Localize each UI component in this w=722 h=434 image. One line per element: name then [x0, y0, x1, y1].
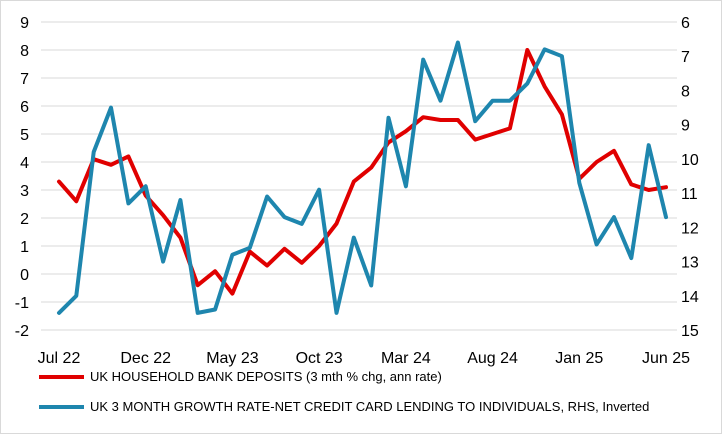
legend-item-credit-card: UK 3 MONTH GROWTH RATE-NET CREDIT CARD L…: [39, 399, 719, 414]
right-tick-label: 13: [681, 255, 699, 272]
series-line-credit-card: [57, 40, 668, 315]
left-tick-label: 2: [20, 211, 29, 228]
x-tick-label: Jun 25: [642, 350, 690, 367]
x-tick-label: Jul 22: [38, 350, 81, 367]
series-lines: [57, 40, 668, 315]
right-tick-label: 7: [681, 49, 690, 66]
x-tick-label: May 23: [206, 350, 259, 367]
left-tick-label: -2: [15, 323, 29, 340]
right-tick-label: 6: [681, 15, 690, 32]
right-tick-label: 11: [681, 186, 698, 203]
left-tick-label: 4: [20, 155, 29, 172]
legend-swatch-credit-card: [39, 404, 84, 409]
series-line-deposits: [57, 48, 668, 296]
left-tick-label: 9: [20, 15, 29, 32]
left-tick-label: 6: [20, 99, 29, 116]
legend-label-deposits: UK HOUSEHOLD BANK DEPOSITS (3 mth % chg,…: [90, 369, 442, 384]
x-axis-ticks: Jul 22 Dec 22 May 23 Oct 23 Mar 24 Aug 24 Jan …: [38, 350, 690, 367]
x-tick-label: Oct 23: [296, 350, 343, 367]
right-tick-label: 9: [681, 118, 690, 135]
left-tick-label: 1: [20, 239, 29, 256]
left-tick-label: 0: [20, 267, 29, 284]
right-tick-label: 14: [681, 289, 699, 306]
left-tick-label: 3: [20, 183, 29, 200]
left-tick-label: 5: [20, 127, 29, 144]
right-tick-label: 8: [681, 83, 690, 100]
legend-swatch-deposits: [39, 374, 84, 379]
x-tick-label: Mar 24: [381, 350, 431, 367]
right-tick-label: 15: [681, 323, 699, 340]
left-tick-label: 8: [20, 43, 29, 60]
left-axis-ticks: -2 -1 0 1 2 3 4 5 6 7 8 9: [15, 15, 29, 340]
left-tick-label: -1: [15, 295, 29, 312]
x-tick-label: Jan 25: [555, 350, 603, 367]
right-axis-ticks: 6 7 8 9 10 11 12 13 14 15: [681, 15, 699, 340]
legend-label-credit-card: UK 3 MONTH GROWTH RATE-NET CREDIT CARD L…: [90, 399, 650, 414]
right-tick-label: 12: [681, 220, 699, 237]
x-tick-label: Dec 22: [120, 350, 171, 367]
left-tick-label: 7: [20, 71, 29, 88]
x-tick-label: Aug 24: [467, 350, 518, 367]
legend-item-deposits: UK HOUSEHOLD BANK DEPOSITS (3 mth % chg,…: [39, 369, 719, 384]
right-tick-label: 10: [681, 152, 699, 169]
